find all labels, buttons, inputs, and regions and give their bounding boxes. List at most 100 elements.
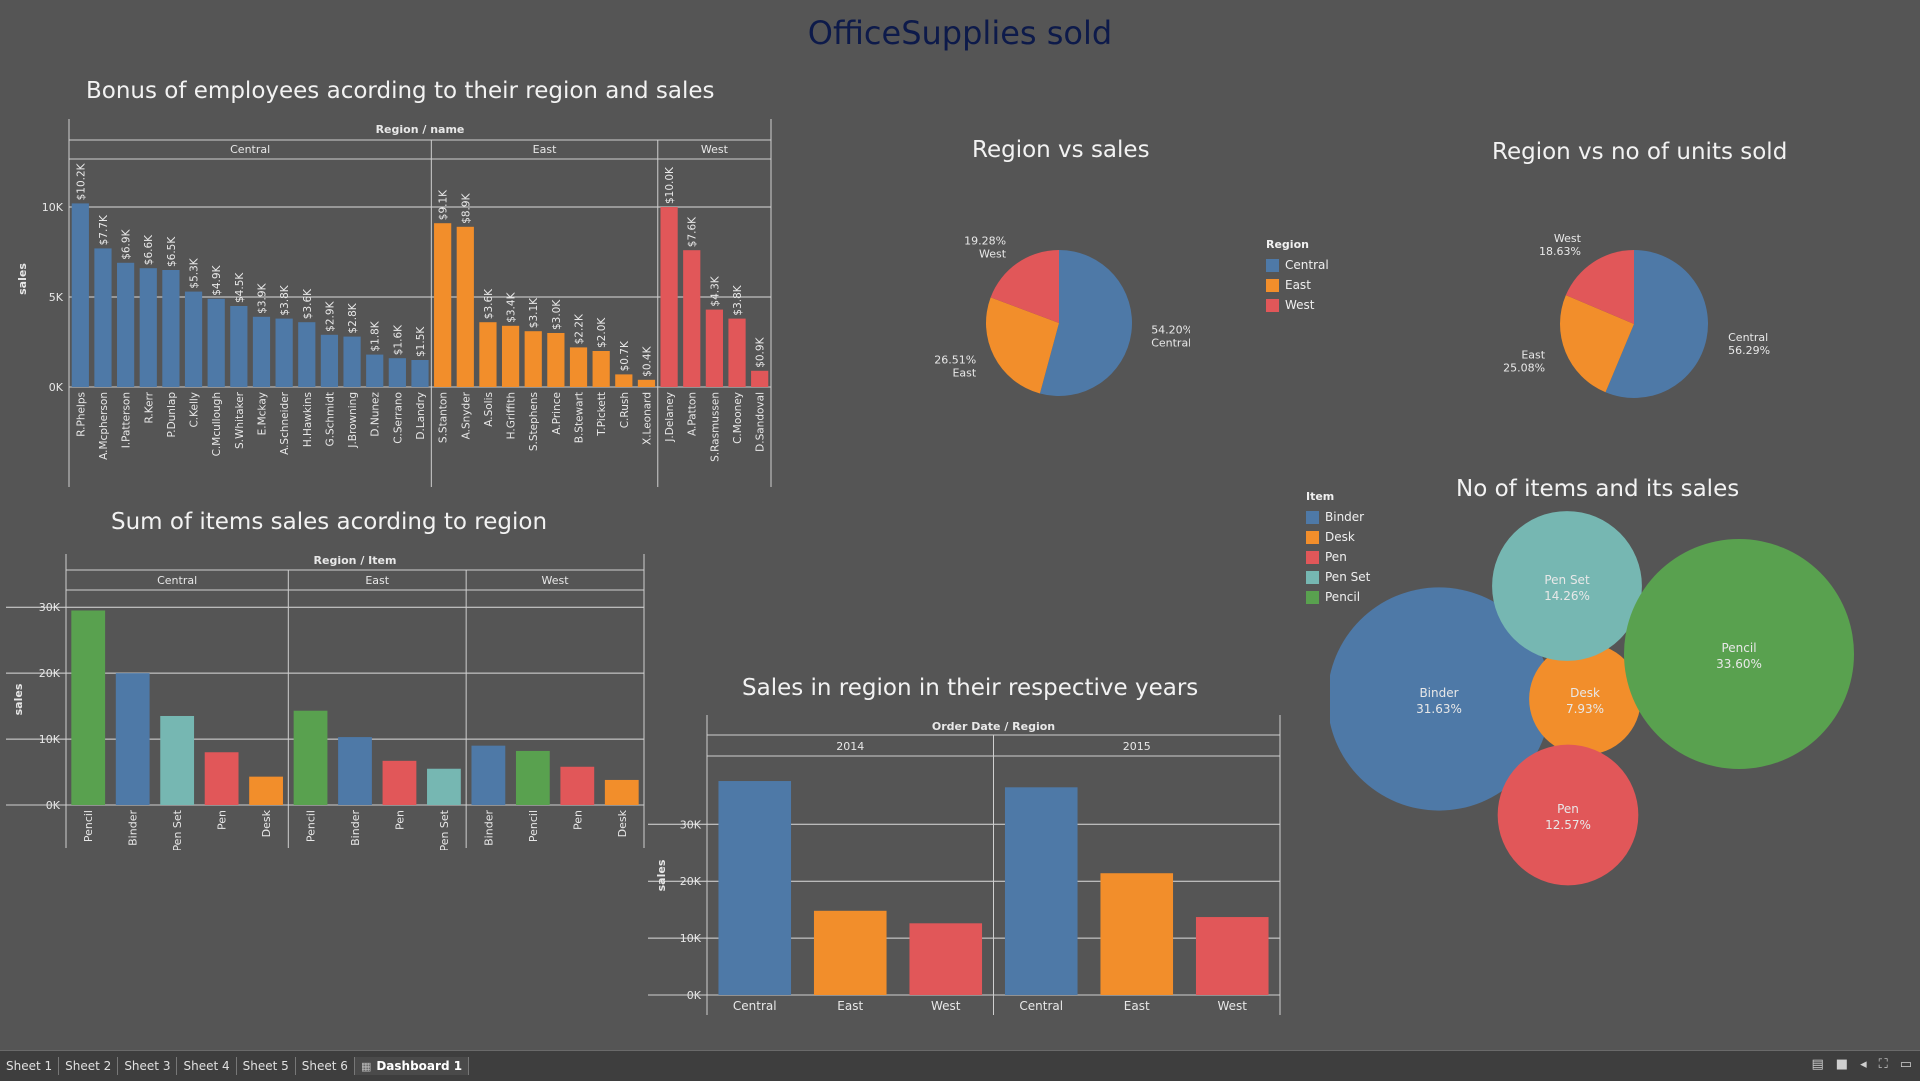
bar-2014-central[interactable] (718, 781, 792, 995)
bar-central-c-kelly[interactable] (184, 291, 203, 387)
bar-east-pen-set[interactable] (427, 768, 461, 805)
bar-east-b-stewart[interactable] (569, 347, 588, 387)
pie-chart-region-units[interactable]: Central 56.29% East 25.08% West 18.63% (1500, 222, 1770, 406)
tab-sheet-4[interactable]: Sheet 4 (177, 1057, 237, 1075)
bar-west-pen[interactable] (560, 766, 595, 805)
legend-item-desk[interactable]: Desk (1306, 527, 1370, 547)
bonus-bar-chart[interactable]: Region / name 0K 5K 10K sales Central $10.2K R.… (0, 115, 780, 490)
sheet-sorter-icon[interactable]: ▤ (1811, 1057, 1824, 1072)
items-bar-chart[interactable]: Region / Item0K10K20K30KsalesCentralPenc… (0, 550, 650, 850)
bubble-binder[interactable] (1330, 587, 1551, 811)
tab-dashboard-1[interactable]: ▦ Dashboard 1 (354, 1057, 470, 1075)
bar-west-c-mooney[interactable] (728, 318, 746, 387)
bar-east-h-griffith[interactable] (501, 325, 520, 387)
bar-central-binder[interactable] (115, 673, 150, 805)
bar-central-c-serrano[interactable] (388, 358, 406, 387)
bar-east-pen[interactable] (382, 760, 417, 805)
tab-sheet-5[interactable]: Sheet 5 (237, 1057, 296, 1075)
bubble-pen-set[interactable] (1492, 511, 1642, 661)
legend-item-pencil[interactable]: Pencil (1306, 587, 1370, 607)
legend-item-east[interactable]: East (1266, 275, 1329, 295)
category-label: E.Mckay (256, 392, 268, 435)
bar-east-a-snyder[interactable] (456, 226, 474, 387)
bar-east-a-solis[interactable] (479, 322, 497, 387)
bar-central-a-schneider[interactable] (275, 318, 293, 387)
bar-2015-central[interactable] (1004, 787, 1078, 995)
legend-item-west[interactable]: West (1266, 295, 1329, 315)
bar-west-binder[interactable] (471, 745, 506, 805)
presentation-icon[interactable]: ▭ (1899, 1057, 1912, 1072)
bubble-value-pen: 12.57% (1545, 818, 1591, 832)
bar-east-s-stanton[interactable] (434, 223, 452, 387)
bar-central-s-whitaker[interactable] (230, 306, 248, 387)
bar-east-s-stephens[interactable] (524, 331, 542, 387)
bar-east-pencil[interactable] (293, 710, 328, 805)
bar-central-pen-set[interactable] (160, 715, 195, 805)
fullscreen-icon[interactable]: ⛶ (1878, 1057, 1888, 1072)
bar-2014-east[interactable] (813, 910, 887, 995)
bar-west-pencil[interactable] (515, 750, 550, 805)
bar-central-p-dunlap[interactable] (162, 270, 180, 387)
legend-item-central[interactable]: Central (1266, 255, 1329, 275)
pie-label-east: East 25.08% (1503, 348, 1546, 374)
group-header-east: East (533, 143, 557, 156)
chart-header: Region / Item (314, 554, 397, 567)
bar-east-a-prince[interactable] (547, 333, 565, 387)
bar-east-t-pickett[interactable] (592, 351, 610, 387)
tabs-left-icon[interactable]: ◂ (1860, 1057, 1867, 1072)
pie-slice-west[interactable] (1565, 250, 1634, 324)
bar-central-r-kerr[interactable] (139, 268, 157, 387)
legend-item-pen[interactable]: Pen (1306, 547, 1370, 567)
bar-central-d-nunez[interactable] (366, 354, 384, 387)
bar-central-d-landry[interactable] (411, 360, 429, 387)
years-bar-chart[interactable]: Order Date / Region0K10K20K30Ksales2014C… (640, 715, 1290, 1020)
bubble-value-pen-set: 14.26% (1544, 589, 1590, 603)
bar-central-c-mcullough[interactable] (207, 298, 225, 387)
bar-2014-west[interactable] (909, 923, 983, 995)
pie-slice-east[interactable] (1560, 295, 1634, 393)
bubble-chart-items[interactable]: Binder 31.63% Desk 7.93% Pen 12.57% Pen Set 14.… (1330, 510, 1860, 900)
bar-central-pen[interactable] (204, 752, 239, 805)
bar-west-desk[interactable] (604, 779, 639, 805)
category-label: S.Whitaker (234, 391, 246, 449)
bar-central-r-phelps[interactable] (71, 203, 89, 387)
legend-item-binder[interactable]: Binder (1306, 507, 1370, 527)
bar-east-c-rush[interactable] (615, 374, 633, 387)
bar-central-h-hawkins[interactable] (298, 322, 316, 387)
bar-central-a-mcpherson[interactable] (94, 248, 112, 387)
bar-2015-west[interactable] (1195, 917, 1269, 995)
bar-central-pencil[interactable] (71, 610, 106, 805)
pie-slice-central[interactable] (1039, 250, 1132, 396)
pie-slice-central[interactable] (1605, 250, 1708, 398)
data-label: $4.5K (234, 272, 246, 303)
legend-item-pen-set[interactable]: Pen Set (1306, 567, 1370, 587)
bar-central-desk[interactable] (249, 776, 283, 805)
filmstrip-icon[interactable]: ■ (1835, 1057, 1849, 1072)
bar-west-j-delaney[interactable] (660, 207, 678, 387)
bar-2015-east[interactable] (1100, 873, 1174, 995)
bar-west-s-rasmussen[interactable] (705, 309, 723, 387)
bar-central-i-patterson[interactable] (117, 262, 135, 387)
pie-label-central: Central 56.29% (1728, 331, 1770, 357)
tab-sheet-2[interactable]: Sheet 2 (59, 1057, 119, 1075)
bar-west-a-patton[interactable] (683, 250, 701, 387)
tab-sheet-6[interactable]: Sheet 6 (296, 1057, 355, 1075)
pie-slice-east[interactable] (986, 297, 1059, 394)
pie-slice-west[interactable] (990, 250, 1059, 323)
category-label: R.Phelps (75, 392, 87, 437)
data-label: $3.0K (551, 299, 563, 330)
bar-central-j-browning[interactable] (343, 336, 361, 387)
tab-sheet-1[interactable]: Sheet 1 (0, 1057, 60, 1075)
bubble-pencil[interactable] (1624, 539, 1854, 769)
data-label: $6.9K (121, 228, 133, 259)
bar-west-d-sandoval[interactable] (751, 370, 769, 387)
bubble-pen[interactable] (1497, 744, 1639, 886)
bar-central-e-mckay[interactable] (252, 316, 271, 387)
bubble-desk[interactable] (1529, 643, 1641, 755)
pie-chart-region-sales[interactable]: 54.20% Central 26.51% East 19.28% West (930, 220, 1190, 400)
bar-central-g-schmidt[interactable] (320, 334, 339, 387)
bar-east-x-leonard[interactable] (637, 379, 656, 387)
tab-sheet-3[interactable]: Sheet 3 (118, 1057, 178, 1075)
bubble-name-binder: Binder (1419, 686, 1458, 700)
bar-east-binder[interactable] (338, 737, 372, 805)
